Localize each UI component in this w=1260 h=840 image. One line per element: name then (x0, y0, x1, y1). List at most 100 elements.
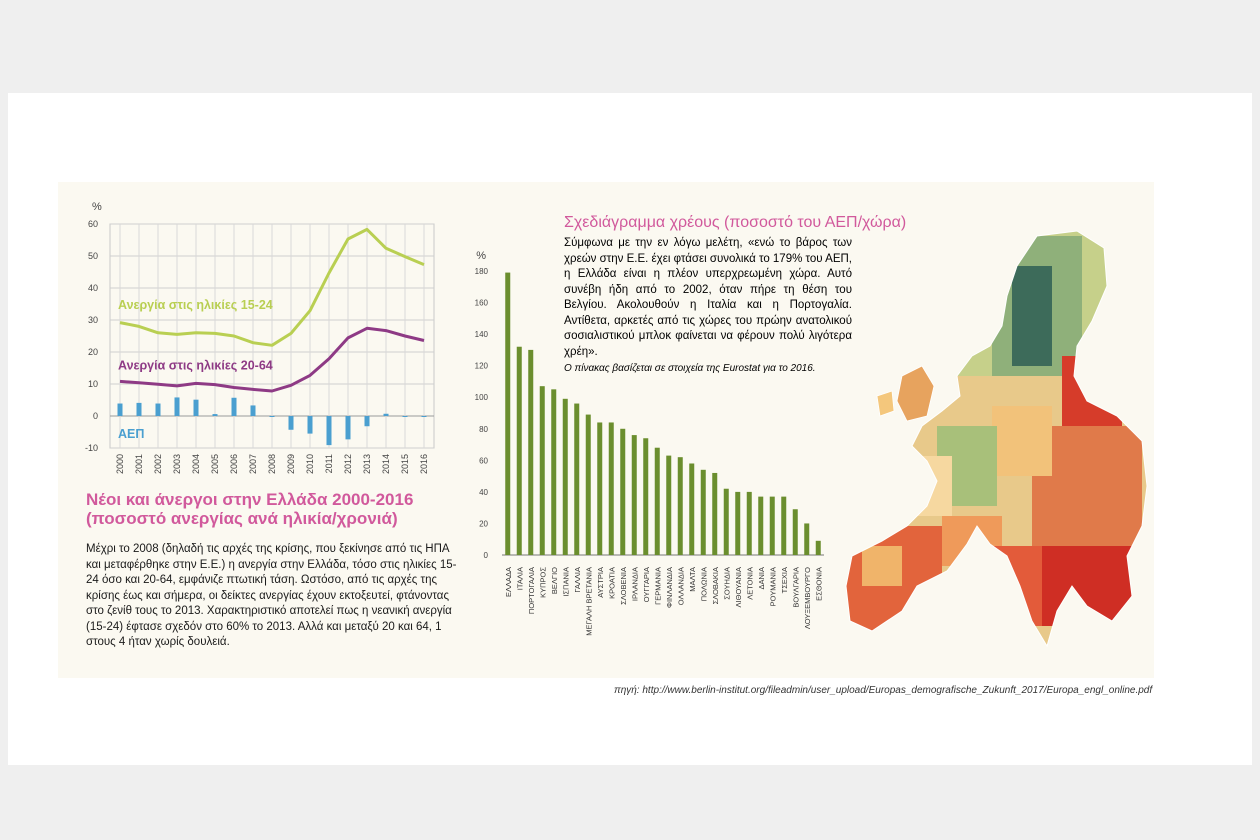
y-tick-label: 60 (479, 456, 488, 465)
debt-bar (620, 428, 626, 555)
debt-bar (723, 488, 729, 555)
debt-bar (654, 447, 660, 555)
debt-bar (815, 540, 821, 555)
unemployment-description: Μέχρι το 2008 (δηλαδή τις αρχές της κρίσ… (86, 543, 457, 648)
gdp-bar (326, 416, 332, 446)
debt-bar (758, 496, 764, 555)
x-tick-label: 2007 (248, 454, 258, 474)
debt-bar (792, 509, 798, 555)
country-label: ΛΙΘΟΥΑΝΙΑ (734, 567, 743, 607)
y-tick-label: 160 (475, 299, 489, 308)
debt-bar (631, 435, 637, 555)
debt-description: Σύμφωνα με την εν λόγω μελέτη, «ενώ το β… (564, 236, 852, 377)
country-label: ΚΡΟΑΤΙΑ (607, 567, 616, 599)
country-label: ΜΕΓΑΛΗ ΒΡΕΤΑΝΙΑ (584, 567, 593, 636)
europe-debt-map (845, 230, 1148, 648)
x-tick-label: 2008 (267, 454, 277, 474)
country-label: ΟΛΛΑΝΔΙΑ (676, 567, 685, 605)
legend-label-ages-20-64: Ανεργία στις ηλικίες 20-64 (118, 359, 273, 373)
y-tick-label: 120 (475, 362, 489, 371)
y-tick-label: 80 (479, 425, 488, 434)
debt-bar (516, 346, 522, 555)
country-label: ΛΕΤΟΝΙΑ (745, 567, 754, 600)
gdp-bar (288, 416, 294, 430)
gdp-bar (136, 402, 142, 416)
debt-bar (666, 455, 672, 555)
country-label: ΣΟΥΗΔΙΑ (722, 567, 731, 600)
country-label: ΒΕΛΓΙΟ (550, 567, 559, 594)
country-label: ΛΟΥΞΕΜΒΟΥΡΓΟ (803, 567, 812, 629)
x-tick-label: 2005 (210, 454, 220, 474)
country-label: ΚΥΠΡΟΣ (538, 567, 547, 598)
debt-bar (597, 422, 603, 555)
y-tick-label: 180 (475, 267, 489, 276)
country-label: ΣΛΟΒΕΝΙΑ (619, 567, 628, 605)
x-tick-label: 2000 (115, 454, 125, 474)
country-label: ΦΙΝΛΑΝΔΙΑ (665, 567, 674, 608)
gdp-bar (345, 416, 351, 440)
legend-label-ages-15-24: Ανεργία στις ηλικίες 15-24 (118, 298, 273, 312)
debt-bar (781, 496, 787, 555)
x-tick-label: 2013 (362, 454, 372, 474)
gdp-bar (402, 416, 408, 417)
x-tick-label: 2012 (343, 454, 353, 474)
country-label: ΠΟΡΤΟΓΑΛΙΑ (527, 567, 536, 614)
y-tick-label: 100 (475, 393, 489, 402)
debt-bar (689, 463, 695, 555)
country-label: ΓΕΡΜΑΝΙΑ (653, 567, 662, 605)
country-label: ΓΑΛΛΙΑ (573, 567, 582, 593)
debt-description-text: Σύμφωνα με την εν λόγω μελέτη, «ενώ το β… (564, 237, 852, 358)
y-tick-label: 30 (88, 315, 98, 325)
y-tick-label: 0 (484, 551, 489, 560)
y-tick-label: 40 (88, 283, 98, 293)
x-tick-label: 2009 (286, 454, 296, 474)
debt-chart-title: Σχεδιάγραμμα χρέους (ποσοστό του ΑΕΠ/χώρ… (564, 214, 907, 231)
country-label: ΙΣΠΑΝΙΑ (561, 567, 570, 597)
y-tick-label: 50 (88, 251, 98, 261)
debt-bar (700, 469, 706, 555)
source-citation: πηγή: http://www.berlin-institut.org/fil… (614, 685, 1153, 696)
y-tick-label: 40 (479, 488, 488, 497)
gdp-bar (212, 414, 218, 416)
debt-bar (643, 438, 649, 555)
gdp-bar (250, 405, 256, 416)
country-label: ΟΥΓΓΑΡΙΑ (642, 567, 651, 602)
y-tick-label: 10 (88, 379, 98, 389)
debt-bar (585, 414, 591, 555)
debt-bar (746, 491, 752, 555)
country-label: ΤΣΕΧΙΑ (780, 567, 789, 593)
country-label: ΔΑΝΙΑ (757, 567, 766, 590)
gdp-bar (307, 416, 313, 434)
x-tick-label: 2010 (305, 454, 315, 474)
gdp-bar (421, 416, 427, 417)
debt-bar (712, 472, 718, 555)
legend-label-gdp: ΑΕΠ (118, 427, 144, 441)
unemployment-chart-title: Νέοι και άνεργοι στην Ελλάδα 2000-2016 (… (86, 490, 414, 528)
country-label: ΜΑΛΤΑ (688, 567, 697, 592)
x-tick-label: 2016 (419, 454, 429, 474)
debt-bar (574, 403, 580, 555)
debt-source-note: Ο πίνακας βασίζεται σε στοιχεία της Euro… (564, 363, 816, 374)
debt-bar (528, 349, 534, 555)
gdp-bar (231, 397, 237, 416)
debt-bar (551, 389, 557, 555)
series-line-ages-15-24 (119, 227, 425, 347)
debt-bar (769, 496, 775, 555)
x-tick-label: 2006 (229, 454, 239, 474)
country-label: ΙΡΛΑΝΔΙΑ (630, 567, 639, 601)
country-label: ΣΛΟΒΑΚΙΑ (711, 567, 720, 604)
country-label: ΒΟΥΛΓΑΡΙΑ (791, 567, 800, 608)
series-line-ages-20-64 (119, 326, 425, 393)
gdp-bar (193, 399, 199, 416)
gdp-bar (383, 413, 389, 416)
debt-bar (677, 457, 683, 555)
gdp-bar (269, 416, 275, 417)
x-tick-label: 2004 (191, 454, 201, 474)
y-tick-label: -10 (85, 443, 98, 453)
x-tick-label: 2002 (153, 454, 163, 474)
debt-bar (608, 422, 614, 555)
y-tick-label: 20 (479, 519, 488, 528)
country-label: ΡΟΥΜΑΝΙΑ (768, 567, 777, 606)
debt-bar (804, 523, 810, 555)
country-label: ΠΟΛΩΝΙΑ (699, 567, 708, 601)
